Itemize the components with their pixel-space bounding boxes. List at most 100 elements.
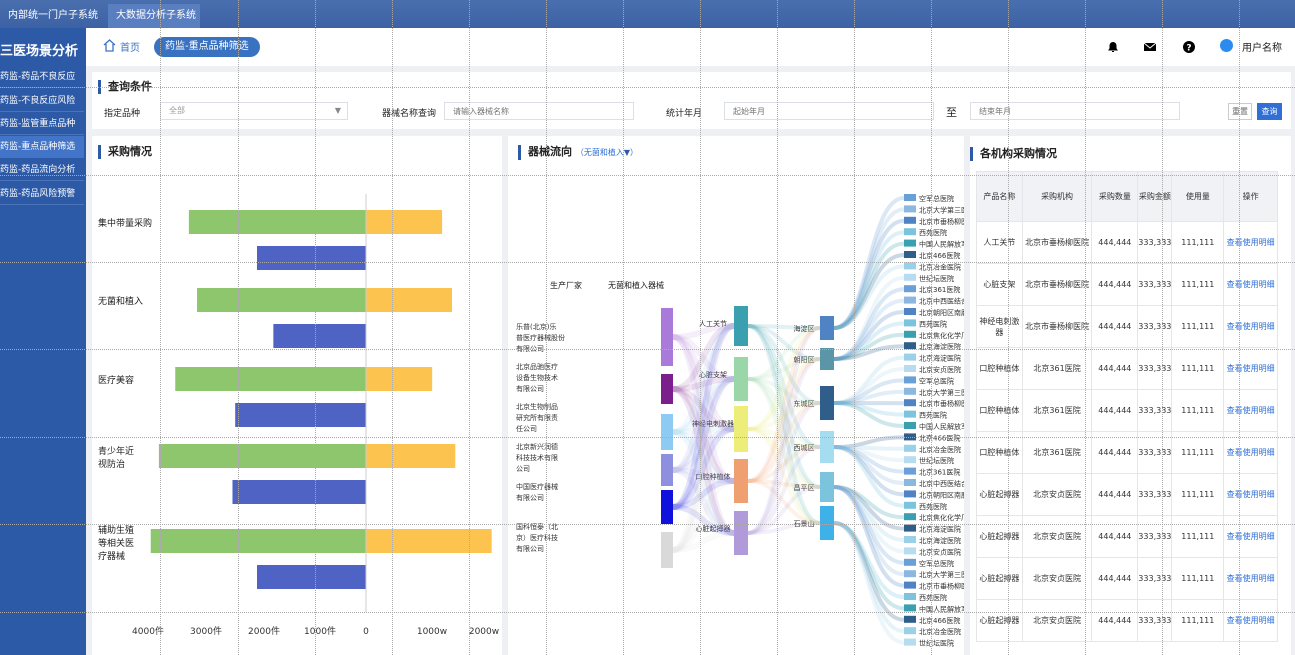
manufacturer-label-line: 有限公司: [516, 384, 544, 393]
home-icon[interactable]: [103, 39, 116, 52]
manufacturer-label-line: 有限公司: [516, 344, 544, 353]
manufacturer-label-line: 任公司: [516, 424, 537, 433]
breadcrumb-home[interactable]: 首页: [120, 43, 140, 54]
hospital-label: 北京焦化化学厂医院: [919, 331, 964, 340]
view-detail-link[interactable]: 查看使用明细: [1223, 305, 1278, 348]
column-header: 采购数量: [1091, 171, 1139, 222]
hospital-node: [904, 342, 916, 350]
hospital-label: 世纪坛医院: [919, 274, 954, 283]
end-month-input[interactable]: [970, 102, 1180, 120]
flow-link: [747, 324, 821, 330]
system-tab-bigdata[interactable]: 大数据分析子系统: [108, 4, 200, 28]
table-row: 心脏起搏器 北京安贞医院 444,444 333,333 111,111 查看使用明细: [976, 473, 1278, 516]
table-cell: 心脏支架: [976, 263, 1023, 306]
category-label-line: 等相关医: [98, 537, 134, 549]
page-header: 首页 药监-重点品种筛选 ? 用户名称: [86, 28, 1295, 66]
table-cell: 神经电刺激器: [976, 305, 1023, 348]
hospital-label: 北京焦化化学厂医院: [919, 513, 964, 522]
sidebar-item-key-varieties[interactable]: 药监-监管重点品种: [0, 113, 84, 135]
hospital-node: [904, 387, 916, 395]
manufacturer-label-line: 北京品驰医疗: [516, 362, 558, 371]
bar-purchase-quantity: [150, 529, 366, 553]
variety-select[interactable]: 全部 ▼: [160, 102, 348, 120]
sidebar-item-risk-warning[interactable]: 药监-药品风险预警: [0, 183, 84, 205]
flow-link: [747, 401, 821, 535]
hospital-node: [904, 490, 916, 498]
table-cell: 北京361医院: [1021, 389, 1093, 432]
view-detail-link[interactable]: 查看使用明细: [1223, 221, 1278, 264]
help-icon[interactable]: ?: [1182, 40, 1196, 54]
table-cell: 北京安贞医院: [1021, 599, 1093, 642]
flow-link: [672, 504, 735, 536]
view-detail-link[interactable]: 查看使用明细: [1223, 557, 1278, 600]
system-tab-portal[interactable]: 内部统一门户子系统: [8, 10, 98, 21]
view-detail-link[interactable]: 查看使用明细: [1223, 431, 1278, 474]
flow-link: [747, 445, 821, 483]
sidebar-item-adverse-reaction[interactable]: 药监-药品不良反应: [0, 66, 84, 88]
bar-purchase-quantity: [197, 288, 366, 312]
flow-link: [833, 332, 905, 361]
start-month-input[interactable]: [724, 102, 934, 120]
sidebar-item-reaction-risk[interactable]: 药监-不良反应风险: [0, 90, 84, 112]
view-detail-link[interactable]: 查看使用明细: [1223, 599, 1278, 642]
sidebar-item-flow-analysis[interactable]: 药监-药品流向分析: [0, 159, 84, 181]
table-cell: 111,111: [1171, 389, 1225, 432]
manufacturer-node: [661, 454, 673, 486]
bell-icon[interactable]: [1106, 40, 1120, 54]
hospital-label: 北京大学第三医院: [919, 205, 964, 214]
query-panel: [92, 72, 1291, 129]
flow-link: [747, 357, 821, 483]
flow-link: [672, 429, 735, 536]
axis-tick-label: 4000件: [132, 625, 164, 637]
district-label: 昌平区: [794, 484, 815, 492]
hospital-node: [904, 216, 916, 224]
category-label-line: 集中带量采购: [98, 217, 152, 229]
view-detail-link[interactable]: 查看使用明细: [1223, 473, 1278, 516]
flow-link: [833, 445, 905, 463]
flow-filter[interactable]: （无菌和植入▼）: [575, 148, 638, 157]
hospital-node: [904, 558, 916, 566]
device-node: [734, 306, 748, 346]
flow-link: [833, 521, 905, 645]
device-label: 心脏起搏器: [696, 524, 731, 533]
hospital-node: [904, 410, 916, 418]
view-detail-link[interactable]: 查看使用明细: [1223, 347, 1278, 390]
flow-link: [672, 386, 735, 484]
device-node: [734, 459, 748, 503]
breadcrumb-current[interactable]: 药监-重点品种筛选: [154, 37, 260, 57]
reset-button[interactable]: 重置: [1228, 103, 1252, 120]
sidebar-item-variety-screening[interactable]: 药监-重点品种筛选: [0, 136, 84, 158]
table-row: 口腔种植体 北京361医院 444,444 333,333 111,111 查看使用明细: [976, 389, 1278, 432]
grid-guide: [1162, 0, 1163, 655]
bar-purchase-amount: [366, 288, 452, 312]
flow-link: [747, 401, 821, 483]
table-cell: 心脏起搏器: [976, 515, 1023, 558]
top-bar: 内部统一门户子系统 大数据分析子系统: [0, 0, 1295, 28]
hospital-label: 空军总医院: [919, 376, 954, 385]
mail-icon[interactable]: [1143, 40, 1157, 54]
grid-guide: [0, 612, 1295, 613]
view-detail-link[interactable]: 查看使用明细: [1223, 515, 1278, 558]
flow-link: [833, 401, 905, 417]
avatar[interactable]: [1220, 39, 1233, 52]
flow-title: 器械流向 （无菌和植入▼）: [518, 145, 638, 160]
hospital-label: 北京海淀医院: [919, 536, 961, 545]
view-detail-link[interactable]: 查看使用明细: [1223, 263, 1278, 306]
device-name-input[interactable]: [444, 102, 634, 120]
sidebar: 三医场景分析 药监-药品不良反应 药监-不良反应风险 药监-监管重点品种 药监-…: [0, 28, 86, 655]
table-cell: 北京市垂杨柳医院: [1021, 263, 1093, 306]
main-area: 首页 药监-重点品种筛选 ? 用户名称 查询条件 指定品种 全部 ▼ 器械名称查询…: [86, 28, 1295, 655]
hospital-label: 中国人民解放军第三零六医院: [919, 422, 964, 431]
flow-title-text: 器械流向: [528, 145, 572, 158]
hospital-label: 北京361医院: [919, 285, 960, 294]
hospital-node: [904, 239, 916, 247]
user-name[interactable]: 用户名称: [1242, 43, 1282, 54]
search-button[interactable]: 查询: [1257, 103, 1282, 120]
bar-purchase-amount: [366, 444, 456, 468]
view-detail-link[interactable]: 查看使用明细: [1223, 389, 1278, 432]
category-label: 青少年近视防治: [98, 445, 134, 470]
device-node: [734, 511, 748, 555]
hospital-node: [904, 376, 916, 384]
table-cell: 333,333: [1137, 263, 1173, 306]
